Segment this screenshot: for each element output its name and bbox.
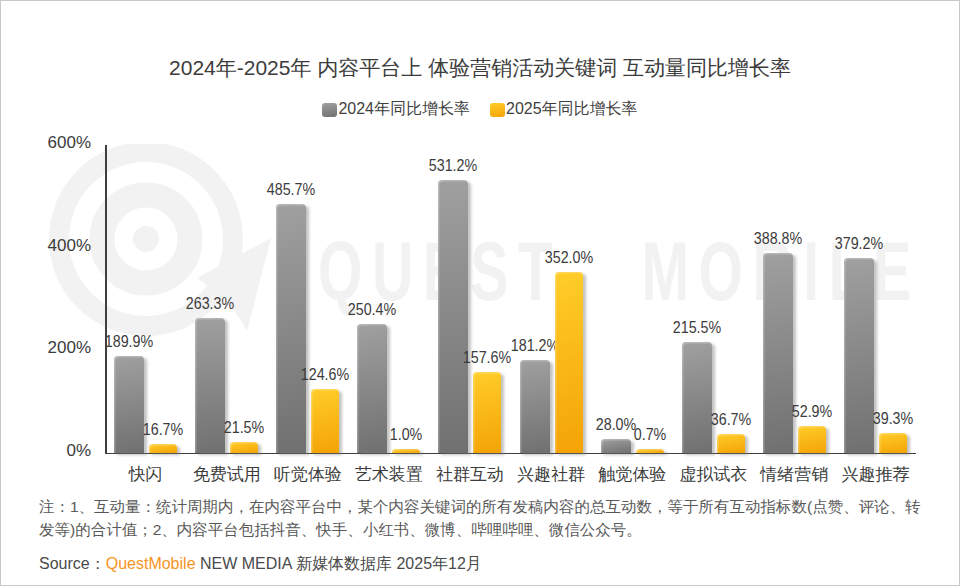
bar-2024-免费试用 [195,318,225,453]
y-axis-tick-label: 200% [31,338,91,358]
value-label-2025-兴趣社群: 352.0% [544,248,592,268]
bar-2025-快闪 [149,444,177,453]
value-label-2025-免费试用: 21.5% [224,418,264,438]
source-prefix: Source： [39,555,106,572]
bar-2025-虚拟试衣 [717,434,745,453]
x-axis-label-社群互动: 社群互动 [436,463,504,486]
bar-2024-虚拟试衣 [682,342,712,453]
x-axis-label-艺术装置: 艺术装置 [355,463,423,486]
y-axis-tick-label: 400% [31,236,91,256]
x-axis-line [105,453,916,455]
value-label-2025-兴趣推荐: 39.3% [873,409,913,429]
value-label-2025-艺术装置: 1.0% [390,425,423,445]
bar-2025-社群互动 [473,372,501,453]
x-axis-label-听觉体验: 听觉体验 [274,463,342,486]
bar-2024-社群互动 [438,180,468,453]
bar-2024-兴趣社群 [520,360,550,453]
x-axis-label-兴趣推荐: 兴趣推荐 [841,463,909,486]
x-axis-label-免费试用: 免费试用 [193,463,261,486]
bar-2024-快闪 [114,356,144,453]
source-suffix: NEW MEDIA 新媒体数据库 2025年12月 [196,555,482,572]
value-label-2025-社群互动: 157.6% [463,348,511,368]
y-axis-line [105,145,107,453]
bar-2024-触觉体验 [601,439,631,453]
bar-2025-艺术装置 [392,449,420,454]
x-axis-label-情绪营销: 情绪营销 [760,463,828,486]
value-label-2025-快闪: 16.7% [143,420,183,440]
value-label-2024-情绪营销: 388.8% [754,229,802,249]
y-axis-tick-label: 0% [31,441,91,461]
bar-2025-听觉体验 [311,389,339,453]
bar-2025-兴趣推荐 [879,433,907,453]
value-label-2024-艺术装置: 250.4% [348,300,396,320]
value-label-2025-情绪营销: 52.9% [792,402,832,422]
source-line: Source：QuestMobile NEW MEDIA 新媒体数据库 2025… [39,554,482,575]
value-label-2025-听觉体验: 124.6% [301,365,349,385]
value-label-2024-兴趣社群: 181.2% [510,336,558,356]
value-label-2024-兴趣推荐: 379.2% [835,234,883,254]
value-label-2024-免费试用: 263.3% [186,294,234,314]
footnote: 注：1、互动量：统计周期内，在内容平台中，某个内容关键词的所有发稿内容的总互动数… [39,495,923,541]
bar-2024-听觉体验 [276,204,306,453]
value-label-2024-虚拟试衣: 215.5% [673,318,721,338]
x-axis-label-触觉体验: 触觉体验 [598,463,666,486]
y-axis-tick-label: 600% [31,133,91,153]
x-axis-label-虚拟试衣: 虚拟试衣 [679,463,747,486]
bar-2025-触觉体验 [636,449,664,454]
bar-2024-兴趣推荐 [844,258,874,453]
value-label-2025-虚拟试衣: 36.7% [711,410,751,430]
bar-2024-艺术装置 [357,324,387,453]
bar-2024-情绪营销 [763,253,793,453]
bar-2025-免费试用 [230,442,258,453]
report-page: QUEST MOBILE 2024年-2025年 内容平台上 体验营销活动关键词… [0,0,960,586]
value-label-2025-触觉体验: 0.7% [633,425,666,445]
x-axis-label-快闪: 快闪 [129,463,163,486]
value-label-2024-快闪: 189.9% [105,332,153,352]
value-label-2024-听觉体验: 485.7% [267,180,315,200]
value-label-2024-社群互动: 531.2% [429,156,477,176]
x-axis-label-兴趣社群: 兴趣社群 [517,463,585,486]
value-label-2024-触觉体验: 28.0% [595,415,635,435]
source-brand: QuestMobile [106,555,196,572]
bar-2025-兴趣社群 [555,272,583,453]
bar-2025-情绪营销 [798,426,826,453]
